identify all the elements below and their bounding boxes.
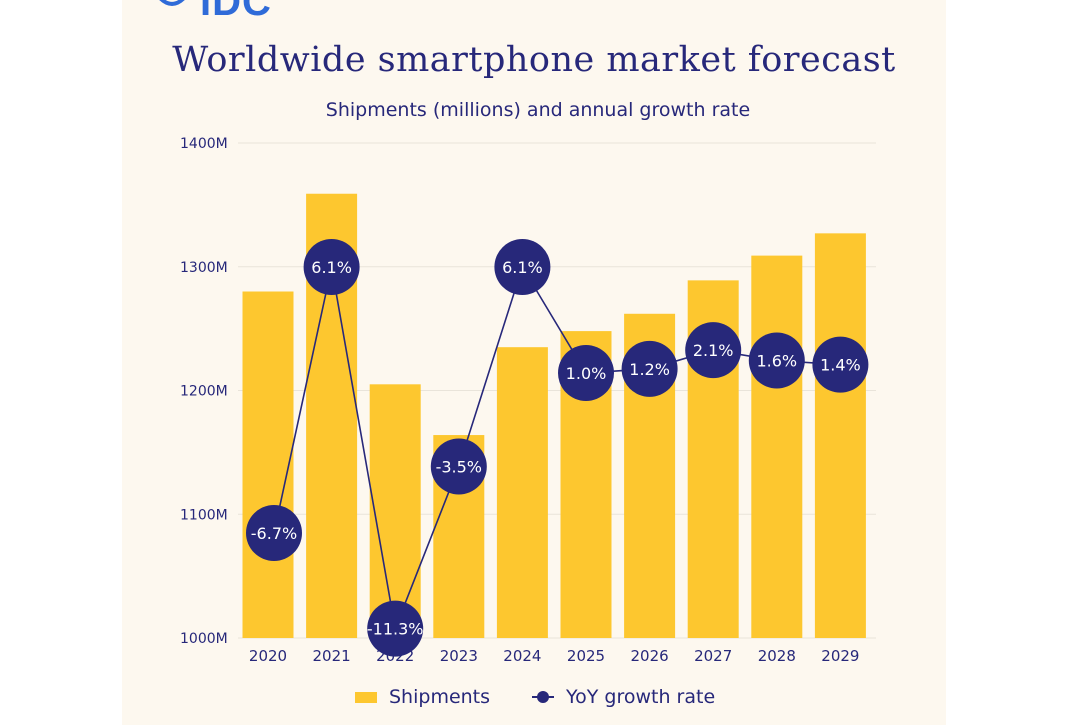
- growth-label-2020: -6.7%: [251, 524, 297, 543]
- growth-point-2022: [367, 600, 424, 657]
- growth-label-2027: 2.1%: [693, 341, 734, 360]
- logo-text: IDC: [200, 0, 272, 24]
- x-tick-label-2023: 2023: [440, 647, 478, 665]
- growth-label-2028: 1.6%: [756, 352, 797, 371]
- growth-point-2023: [430, 438, 487, 495]
- growth-label-2023: -3.5%: [436, 458, 482, 477]
- legend-marker-growth: [532, 691, 555, 703]
- y-tick-label-1000: 1000M: [180, 631, 228, 647]
- growth-label-2024: 6.1%: [502, 258, 543, 277]
- x-tick-label-2024: 2024: [503, 647, 541, 665]
- growth-line: [273, 265, 841, 632]
- x-tick-label-2020: 2020: [249, 647, 287, 665]
- chart-subtitle: Shipments (millions) and annual growth r…: [325, 99, 751, 121]
- growth-point-2025: [558, 344, 614, 401]
- x-tick-label-2026: 2026: [631, 647, 669, 665]
- growth-point-2020: [246, 505, 302, 561]
- legend-label-shipments: Shipments: [389, 686, 491, 708]
- bar-2020: [242, 291, 294, 638]
- legend-swatch-shipments: [355, 691, 377, 703]
- growth-point-2021: [303, 239, 360, 295]
- legend-item-growth: YoY growth rate: [532, 686, 715, 708]
- growth-point-2024: [494, 239, 551, 295]
- growth-label-2021: 6.1%: [311, 258, 352, 277]
- y-tick-label-1100: 1100M: [180, 507, 228, 523]
- growth-point-2027: [685, 322, 742, 379]
- growth-label-2022: -11.3%: [367, 620, 424, 639]
- growth-point-2029: [812, 336, 869, 393]
- legend: Shipments YoY growth rate: [355, 684, 757, 710]
- legend-item-shipments: Shipments: [355, 686, 490, 708]
- x-tick-label-2028: 2028: [758, 647, 796, 665]
- bar-2029: [814, 233, 866, 638]
- growth-label-2026: 1.2%: [629, 360, 670, 379]
- legend-label-growth: YoY growth rate: [566, 686, 716, 708]
- x-tick-label-2029: 2029: [821, 647, 859, 665]
- y-tick-label-1300: 1300M: [180, 260, 228, 276]
- y-tick-label-1200: 1200M: [180, 384, 228, 400]
- idc-logo-icon: [159, 0, 185, 6]
- growth-label-2029: 1.4%: [820, 356, 861, 375]
- growth-point-2028: [748, 332, 805, 389]
- chart-title: Worldwide smartphone market forecast: [172, 40, 896, 80]
- x-tick-label-2021: 2021: [313, 647, 351, 665]
- y-tick-label-1400: 1400M: [180, 136, 228, 152]
- idc-logo: IDC: [152, 0, 272, 24]
- growth-label-2025: 1.0%: [566, 364, 607, 383]
- bar-2028: [751, 255, 803, 639]
- bar-2022: [369, 384, 421, 638]
- bar-2024: [496, 347, 548, 638]
- x-tick-label-2025: 2025: [567, 647, 605, 665]
- growth-point-2026: [621, 340, 678, 397]
- x-tick-label-2027: 2027: [694, 647, 732, 665]
